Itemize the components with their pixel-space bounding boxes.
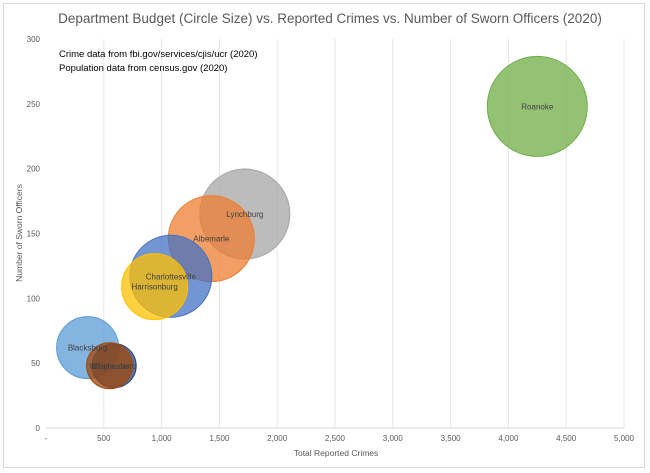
x-tick-label: 2,000 — [267, 434, 288, 443]
bubble-label-charlottesville: Charlottesville — [146, 272, 197, 281]
bubble-label-roanoke: Roanoke — [521, 102, 554, 111]
x-tick-label: 4,000 — [498, 434, 519, 443]
bubble-label-blacksburg: Blacksburg — [68, 344, 108, 353]
y-tick-labels: 0 50 100 150 200 250 300 — [27, 35, 41, 433]
bubble-label-waynesboro: Waynesboro — [92, 362, 137, 371]
bubble-label-winchester: Winchester — [90, 362, 130, 371]
x-tick-label: 1,000 — [152, 434, 173, 443]
x-tick-label: 4,500 — [556, 434, 577, 443]
y-tick-label: 150 — [27, 230, 41, 239]
bubble-labels: Roanoke Lynchburg Albemarle Charlottesville… — [68, 102, 554, 370]
y-tick-label: 300 — [27, 35, 41, 44]
bubble-label-harrisonburg: Harrisonburg — [132, 283, 178, 292]
annotation-population-source: Population data from census.gov (2020) — [59, 63, 227, 74]
x-tick-label: 3,500 — [441, 434, 462, 443]
y-tick-label: 0 — [36, 424, 41, 433]
chart-title: Department Budget (Circle Size) vs. Repo… — [58, 11, 602, 26]
x-tick-label: - — [45, 434, 48, 443]
bubble-label-albemarle: Albemarle — [193, 235, 230, 244]
bubbles — [56, 55, 588, 390]
y-tick-label: 250 — [27, 100, 41, 109]
x-tick-label: 3,000 — [383, 434, 404, 443]
bubble-label-lynchburg: Lynchburg — [226, 210, 263, 219]
annotation-crime-source: Crime data from fbi.gov/services/cjis/uc… — [59, 49, 258, 60]
y-tick-label: 100 — [27, 294, 41, 303]
bubble-winchester — [86, 342, 134, 390]
x-tick-label: 500 — [97, 434, 111, 443]
bubble-roanoke — [486, 55, 588, 157]
x-tick-labels: - 500 1,000 1,500 2,000 2,500 3,000 3,500 4,000 4… — [45, 434, 635, 443]
y-tick-label: 50 — [31, 359, 40, 368]
y-tick-label: 200 — [27, 165, 41, 174]
x-tick-label: 5,000 — [614, 434, 635, 443]
x-tick-label: 2,500 — [325, 434, 346, 443]
bubble-harrisonburg — [121, 253, 189, 321]
y-axis-title: Number of Sworn Officers — [14, 184, 24, 282]
x-tick-label: 1,500 — [209, 434, 230, 443]
x-axis-title: Total Reported Crimes — [294, 448, 379, 458]
